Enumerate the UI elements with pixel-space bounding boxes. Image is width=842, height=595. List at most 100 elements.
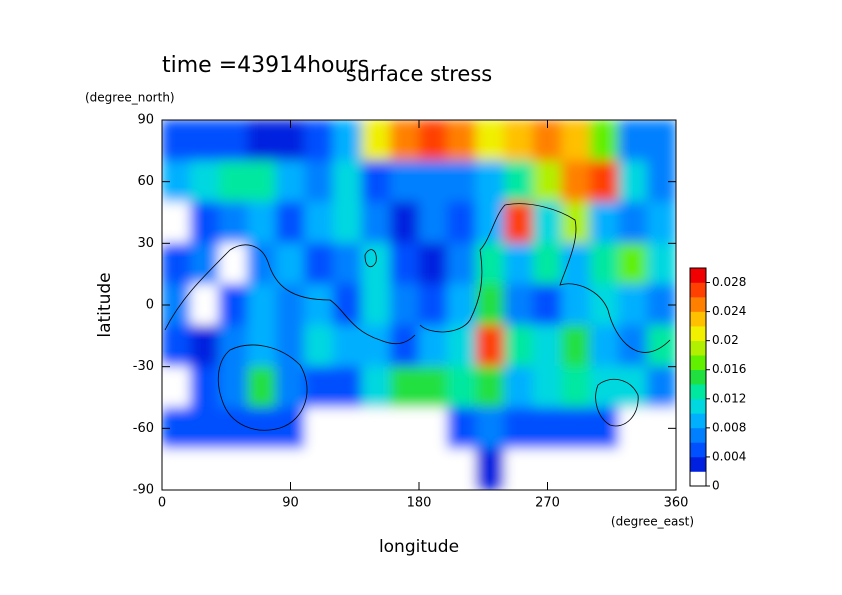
cell [275,407,306,450]
cell [646,448,676,490]
cell [618,160,648,203]
cell [532,407,563,450]
x-tick-label: 0 [158,496,166,511]
cell [504,201,534,244]
cell [561,366,591,409]
x-axis-label: longitude [379,537,459,557]
cell [190,160,220,203]
cell [218,325,249,368]
cell [389,366,420,409]
cell [447,325,477,368]
cell [589,160,620,203]
cell [447,201,477,244]
cell [646,366,676,409]
cell [162,201,192,244]
cell [332,283,363,327]
cell [618,448,648,490]
chart-title: surface stress [346,62,492,86]
coastline [419,203,671,353]
coastline [164,244,416,345]
cell [447,242,477,285]
cell [332,448,363,490]
cells [162,120,676,490]
colorbar-tick-label: 0.02 [712,333,739,347]
cell [304,407,334,450]
cell [589,325,620,368]
cell [218,201,249,244]
cell [646,242,676,285]
cell [247,201,277,244]
cell [190,407,220,450]
field [162,120,676,490]
cell [304,283,334,327]
colorbar-segment [690,268,706,283]
cell [447,120,477,162]
cell [532,366,563,409]
cell [532,201,563,244]
cell [162,242,192,285]
subtitle: time =43914hours [162,53,369,78]
cell [418,407,449,450]
cell [618,325,648,368]
cell [475,160,506,203]
cell [561,407,591,450]
cell [389,407,420,450]
cell [475,448,506,490]
colorbar-segment [690,398,706,414]
cell [304,160,334,203]
cell [447,366,477,409]
cell [532,242,563,285]
cell [389,448,420,490]
cell [418,120,449,162]
cell [561,283,591,327]
cell [475,242,506,285]
cell [561,242,591,285]
cell [304,366,334,409]
y-tick-label: -90 [133,483,154,498]
cell [447,407,477,450]
cell [361,242,391,285]
cell [275,160,306,203]
cell [361,201,391,244]
colorbar-segment [690,413,706,429]
cell [332,242,363,285]
cell [162,120,192,162]
cell [389,160,420,203]
cell [589,242,620,285]
x-unit: (degree_east) [611,515,694,529]
cell [589,120,620,162]
colorbar-tick-label: 0.016 [712,362,746,376]
y-axis-label: latitude [95,272,115,337]
y-tick-label: -60 [133,421,154,436]
cell [361,160,391,203]
cell [304,325,334,368]
cell [618,201,648,244]
colorbar: 0 0.004 0.008 0.012 0.016 0.02 0.024 0.028 [689,267,746,493]
colorbar-tick-label: 0.012 [712,391,746,405]
cell [190,201,220,244]
cell [162,366,192,409]
cell [475,325,506,368]
cell [247,448,277,490]
cell [162,325,192,368]
cell [504,325,534,368]
cell [418,448,449,490]
cell [589,283,620,327]
cell [504,160,534,203]
cell [247,242,277,285]
cell [389,283,420,327]
cell [618,242,648,285]
colorbar-segment [690,326,706,341]
cell [218,407,249,450]
cell [561,120,591,162]
cell [361,283,391,327]
y-tick-label: 60 [137,174,154,189]
cell [275,283,306,327]
cell [475,407,506,450]
cell [447,160,477,203]
cell [218,242,249,285]
cell [618,407,648,450]
x-tick-label: 90 [282,496,299,511]
cell [618,120,648,162]
